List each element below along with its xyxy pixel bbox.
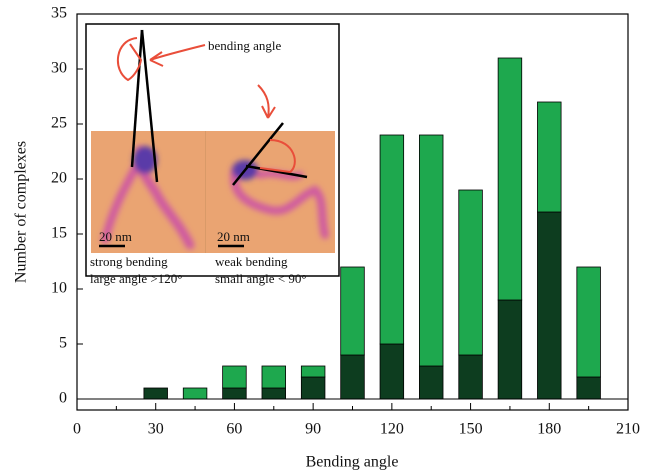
bar	[419, 365, 444, 400]
x-tick-label: 60	[226, 421, 242, 438]
bar	[340, 266, 365, 356]
y-tick-label: 15	[51, 225, 67, 242]
x-tick-label: 0	[73, 421, 81, 438]
x-tick-label: 180	[537, 421, 561, 438]
bar	[300, 376, 326, 400]
annotation: weak bending	[215, 254, 288, 269]
y-tick-label: 0	[59, 390, 67, 407]
annotation: large angle >120°	[90, 271, 182, 286]
bar	[222, 365, 247, 389]
bar	[340, 354, 365, 400]
annotation: strong bending	[90, 254, 168, 269]
bar	[222, 387, 247, 400]
x-tick-label: 90	[305, 421, 321, 438]
bar	[537, 101, 562, 213]
bar	[537, 211, 562, 400]
x-tick-label: 150	[459, 421, 483, 438]
x-tick-label: 30	[148, 421, 164, 438]
scale-label: 20 nm	[217, 229, 250, 244]
bar	[300, 365, 326, 378]
y-tick-label: 10	[51, 280, 67, 297]
bar	[576, 376, 601, 400]
bar	[379, 134, 405, 345]
bar	[497, 57, 523, 301]
annotation: small angle < 90°	[215, 271, 307, 286]
y-tick-label: 25	[51, 115, 67, 132]
scale-label: 20 nm	[99, 229, 132, 244]
y-tick-label: 30	[51, 60, 67, 77]
annotation: bending angle	[208, 38, 282, 53]
bar	[379, 343, 405, 400]
bar	[143, 387, 168, 400]
x-axis-label: Bending angle	[306, 454, 399, 471]
x-tick-label: 210	[616, 421, 640, 438]
y-tick-label: 5	[59, 335, 67, 352]
inset: bending angle strong bending large angle…	[85, 23, 340, 286]
y-tick-label: 20	[51, 170, 67, 187]
bar	[497, 299, 523, 400]
y-tick-label: 35	[51, 5, 67, 22]
bar	[458, 354, 483, 400]
bar	[182, 387, 208, 400]
bar	[261, 365, 286, 389]
y-axis-label: Number of complexes	[13, 141, 30, 283]
bar	[261, 387, 286, 400]
bar	[458, 189, 483, 356]
bar	[576, 266, 601, 378]
x-tick-label: 120	[380, 421, 404, 438]
bar	[419, 134, 444, 367]
